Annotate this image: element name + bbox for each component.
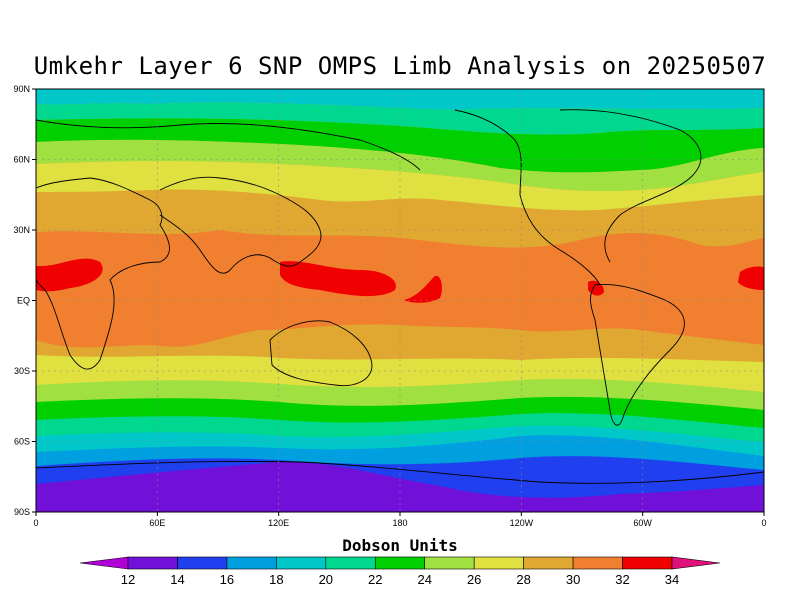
colorbar-swatch: [177, 556, 228, 570]
colorbar-swatch: [622, 556, 673, 570]
lat-tick-label: EQ: [17, 296, 30, 306]
lon-tick-label: 60E: [149, 518, 165, 528]
latitude-axis: 90N 60N 30N EQ 30S 60S 90S: [13, 84, 36, 517]
colorbar: 12 14 16 18 20 22 24 26 28 30 32 34: [79, 556, 721, 587]
lon-tick-label: 120E: [268, 518, 289, 528]
lon-tick-label: 0: [33, 518, 38, 528]
colorbar-swatch: [127, 556, 178, 570]
north-america-east-coast: [559, 109, 702, 263]
colorbar-level-label: 32: [615, 572, 629, 587]
band-24-26-north: [36, 118, 764, 173]
lat-tick-label: 30N: [13, 225, 30, 235]
band-26-28-north: [36, 139, 764, 192]
colorbar-arrow-low: [79, 556, 129, 570]
map-title: Umkehr Layer 6 SNP OMPS Limb Analysis on…: [33, 52, 767, 80]
band-32-34-atlantic: [738, 266, 764, 290]
asia-coast: [159, 176, 322, 274]
band-32-34-pacific: [280, 261, 396, 297]
south-america-coast: [590, 284, 685, 426]
lat-tick-label: 60S: [14, 437, 30, 447]
colorbar-swatch: [572, 556, 623, 570]
colorbar-swatch: [226, 556, 277, 570]
band-32-34-africa: [36, 258, 103, 292]
antarctica-coast: [36, 461, 764, 484]
colorbar-level-label: 18: [269, 572, 283, 587]
colorbar-arrow-high: [671, 556, 721, 570]
band-32-34-cpacific: [404, 275, 443, 303]
colorbar-level-label: 22: [368, 572, 382, 587]
colorbar-swatch: [374, 556, 426, 570]
colorbar-level-label: 34: [665, 572, 679, 587]
colorbar-swatch: [276, 556, 327, 570]
north-america-west-coast: [454, 109, 601, 286]
lat-tick-label: 30S: [14, 366, 30, 376]
colorbar-level-label: 26: [467, 572, 481, 587]
band-20-22-north: [36, 89, 764, 110]
band-22-24-north: [36, 102, 764, 135]
lon-tick-label: 120W: [510, 518, 534, 528]
graticule: [36, 89, 764, 512]
lat-tick-label: 90N: [13, 84, 30, 94]
longitude-axis: 0 60E 120E 180 120W 60W 0: [33, 512, 767, 528]
colorbar-level-label: 28: [516, 572, 530, 587]
lon-tick-label: 60W: [633, 518, 652, 528]
colorbar-swatch: [473, 556, 524, 570]
lat-tick-label: 60N: [13, 155, 30, 165]
colorbar-level-label: 20: [319, 572, 333, 587]
colorbar-swatch: [523, 556, 574, 570]
colorbar-swatch: [424, 556, 475, 570]
coastlines: [36, 109, 764, 484]
colorbar-swatch: [325, 556, 376, 570]
colorbar-units-label: Dobson Units: [342, 536, 458, 555]
lon-tick-label: 0: [761, 518, 766, 528]
colorbar-level-label: 16: [220, 572, 234, 587]
lat-tick-label: 90S: [14, 507, 30, 517]
colorbar-level-label: 24: [417, 572, 431, 587]
australia-coast: [269, 320, 373, 387]
colorbar-level-label: 12: [121, 572, 135, 587]
colorbar-level-label: 14: [170, 572, 184, 587]
colorbar-level-label: 30: [566, 572, 580, 587]
eurasia-north-coast: [36, 119, 421, 171]
lon-tick-label: 180: [392, 518, 407, 528]
africa-europe-coast: [36, 177, 170, 370]
